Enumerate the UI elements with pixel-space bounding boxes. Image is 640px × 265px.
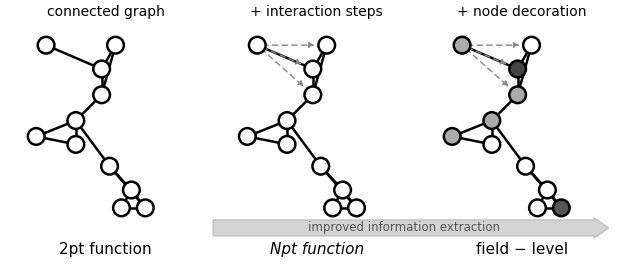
Circle shape xyxy=(67,136,84,153)
Circle shape xyxy=(38,37,54,54)
FancyArrow shape xyxy=(213,218,609,238)
Circle shape xyxy=(318,37,335,54)
Circle shape xyxy=(93,86,110,103)
Text: Npt function: Npt function xyxy=(269,242,364,257)
Circle shape xyxy=(517,158,534,175)
Circle shape xyxy=(28,128,45,145)
Circle shape xyxy=(93,61,110,77)
Circle shape xyxy=(539,182,556,198)
Circle shape xyxy=(334,182,351,198)
Circle shape xyxy=(113,200,130,216)
Circle shape xyxy=(509,86,526,103)
Circle shape xyxy=(278,112,296,129)
Circle shape xyxy=(553,200,570,216)
Circle shape xyxy=(305,86,321,103)
Circle shape xyxy=(324,200,341,216)
Circle shape xyxy=(523,37,540,54)
Circle shape xyxy=(123,182,140,198)
Circle shape xyxy=(312,158,329,175)
Circle shape xyxy=(107,37,124,54)
Circle shape xyxy=(509,61,526,77)
Circle shape xyxy=(483,136,500,153)
Circle shape xyxy=(278,136,296,153)
Circle shape xyxy=(67,112,84,129)
Text: connected graph: connected graph xyxy=(47,5,164,19)
Text: improved information extraction: improved information extraction xyxy=(308,221,500,234)
Text: 2pt function: 2pt function xyxy=(60,242,152,257)
Circle shape xyxy=(101,158,118,175)
Circle shape xyxy=(454,37,470,54)
Circle shape xyxy=(483,112,500,129)
Circle shape xyxy=(249,37,266,54)
Text: + interaction steps: + interaction steps xyxy=(250,5,383,19)
Circle shape xyxy=(137,200,154,216)
Text: field − level: field − level xyxy=(476,242,568,257)
Circle shape xyxy=(348,200,365,216)
Circle shape xyxy=(529,200,546,216)
Text: + node decoration: + node decoration xyxy=(457,5,586,19)
Circle shape xyxy=(444,128,461,145)
Circle shape xyxy=(305,61,321,77)
Circle shape xyxy=(239,128,256,145)
